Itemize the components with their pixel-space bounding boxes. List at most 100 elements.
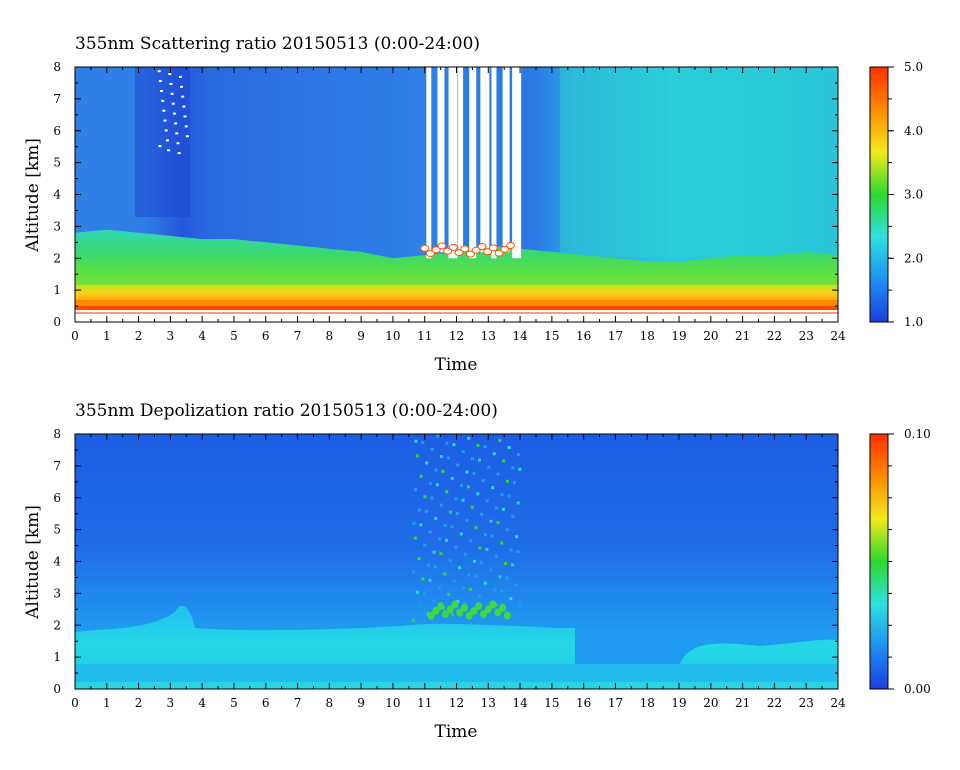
speckle [434, 516, 438, 520]
y-tick-label: 2 [53, 618, 61, 632]
scattering-colorbar [869, 66, 889, 323]
boundary-layer-band [75, 229, 838, 297]
depol-cloud-blob [441, 610, 449, 619]
speckle [494, 554, 498, 558]
cloud-dot [171, 102, 175, 105]
x-tick-label: 1 [103, 696, 111, 710]
speckle [430, 496, 434, 500]
speckle [487, 465, 491, 469]
y-tick-label: 2 [53, 251, 61, 265]
speckle [439, 552, 443, 556]
speckle [514, 583, 518, 587]
speckle [461, 450, 465, 454]
x-tick-label: 2 [135, 329, 143, 343]
x-tick-label: 6 [262, 696, 270, 710]
depolarization-axes: 0 1 2 3 4 5 6 7 8 9 10 11 12 13 14 15 16 17 18 19 20 21 22 23 24… [53, 427, 846, 710]
depol-cloud-blob [470, 606, 478, 615]
cloud-dot [160, 89, 164, 92]
cloud-streak [502, 67, 510, 253]
speckle [489, 519, 493, 523]
y-tick-label: 5 [53, 156, 61, 170]
cloud-dot [165, 139, 169, 142]
cloud-streak [458, 67, 464, 253]
speckle [476, 492, 480, 496]
x-tick-label: 5 [230, 329, 238, 343]
speckle [460, 483, 464, 487]
depol-cloud-blob [503, 611, 511, 620]
speckle [479, 561, 483, 565]
speckle [433, 565, 437, 569]
cloud-dot [164, 129, 168, 132]
speckle [480, 512, 484, 516]
speckle [454, 545, 458, 549]
speckle [511, 466, 515, 470]
speckle [437, 585, 441, 589]
depol-cloud-blob [494, 608, 502, 617]
speckle [483, 581, 487, 585]
speckle [441, 469, 445, 473]
speckle [476, 443, 480, 447]
x-tick-label: 3 [167, 329, 175, 343]
speckle [500, 493, 504, 497]
depol-cloud-blob [437, 602, 445, 611]
speckle [439, 503, 443, 507]
cloud-dot [178, 75, 182, 78]
speckle [459, 532, 463, 536]
depol-cloud-blob [460, 603, 468, 612]
speckle [413, 536, 417, 540]
depol-cloud-blob [499, 603, 507, 612]
speckle [417, 508, 421, 512]
x-tick-label: 9 [357, 329, 365, 343]
speckle [455, 512, 459, 516]
speckle [501, 507, 505, 511]
speckle [428, 530, 432, 534]
cloud-streak [426, 67, 432, 259]
speckle [505, 576, 509, 580]
speckle [492, 452, 496, 456]
x-tick-label: 7 [294, 329, 302, 343]
cloud-streak [437, 67, 445, 253]
speckle [416, 590, 420, 594]
x-tick-label: 9 [357, 696, 365, 710]
speckle [423, 543, 427, 547]
speckle [419, 523, 423, 527]
speckle [456, 599, 460, 603]
depol-cloud-blob [451, 600, 459, 609]
x-tick-label: 19 [671, 696, 686, 710]
depolarization-panel: 355nm Depolization ratio 20150513 (0:00-… [23, 401, 931, 742]
depolarization-ylabel: Altitude [km] [23, 505, 43, 620]
cloud-dot [167, 149, 171, 152]
y-tick-label: 7 [53, 459, 61, 473]
x-tick-label: 0 [71, 696, 79, 710]
speckle [450, 525, 454, 529]
x-tick-label: 15 [544, 696, 559, 710]
speckle [477, 458, 481, 462]
x-tick-label: 16 [576, 696, 591, 710]
speckle [432, 599, 436, 603]
speckle [465, 470, 469, 474]
speckle [430, 448, 434, 452]
x-tick-label: 17 [608, 329, 623, 343]
speckle [417, 557, 421, 561]
speckle [461, 498, 465, 502]
y-tick-label: 5 [53, 523, 61, 537]
y-tick-label: 3 [53, 219, 61, 233]
speckle [509, 548, 513, 552]
cloud-base-blob [420, 244, 430, 252]
speckle [478, 546, 482, 550]
speckle [412, 570, 416, 574]
speckle [496, 521, 500, 525]
x-tick-label: 4 [198, 696, 206, 710]
x-tick-label: 22 [767, 329, 782, 343]
x-tick-label: 10 [385, 329, 400, 343]
x-tick-label: 17 [608, 696, 623, 710]
speckle [415, 454, 419, 458]
speckle [450, 613, 454, 617]
x-tick-label: 23 [799, 696, 814, 710]
speckle [474, 574, 478, 578]
x-tick-label: 8 [326, 329, 334, 343]
cloud-dot [158, 145, 162, 148]
cloud-base-blob [437, 242, 447, 250]
cloud-base-blob [506, 242, 516, 250]
speckle [450, 476, 454, 480]
